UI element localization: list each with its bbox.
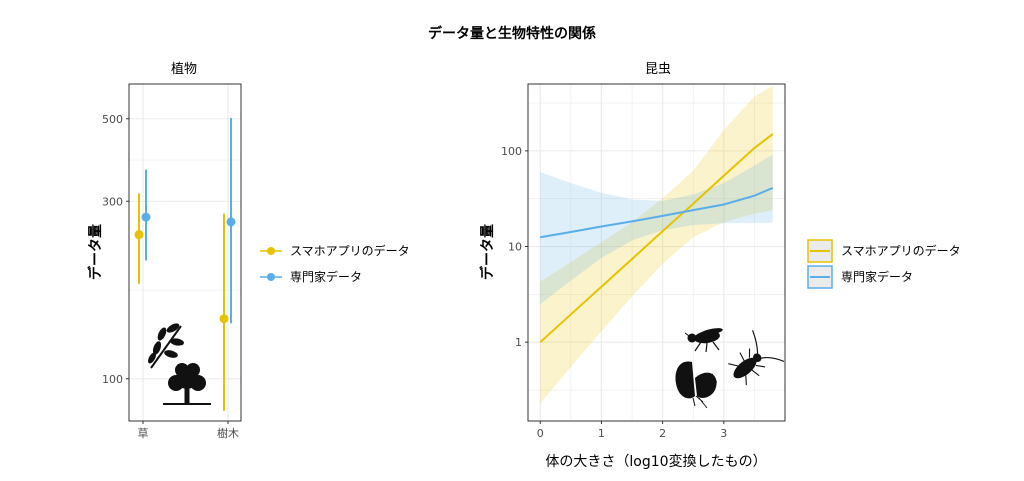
plant-legend: スマホアプリのデータ 専門家データ [260, 243, 410, 284]
plant-panel-title: 植物 [171, 62, 197, 77]
plant-x-ticks: 草 樹木 [138, 421, 239, 440]
legend-item-smartphone-band: スマホアプリのデータ [807, 239, 961, 263]
plant-point-expert-1 [226, 217, 236, 227]
plant-y-axis-label: データ量 [87, 224, 104, 280]
insect-panel-border [527, 83, 786, 422]
plant-silhouettes [148, 323, 211, 405]
leaf-sprig-icon [148, 323, 184, 369]
butterfly-icon [675, 361, 717, 409]
legend-label-smartphone: スマホアプリのデータ [290, 243, 410, 258]
legend-dot-expert [267, 273, 275, 281]
plant-panel: 植物 100 300 500 [87, 62, 242, 440]
insect-x-tick-label: 2 [659, 427, 666, 440]
legend-label-expert: 専門家データ [290, 269, 362, 284]
tree-icon [163, 363, 211, 405]
insect-line-expert [540, 186, 774, 239]
insect-line-smartphone [539, 133, 774, 343]
plant-point-smartphone-1 [219, 314, 229, 324]
fly-icon [684, 328, 723, 353]
insect-band-expert [540, 154, 773, 305]
insect-band-smartphone [540, 85, 773, 404]
plant-y-ticks: 100 300 500 [102, 113, 129, 386]
legend-label-expert-band: 専門家データ [841, 269, 913, 284]
legend-dot-smartphone [267, 247, 275, 255]
plant-x-tick-label: 草 [138, 427, 149, 440]
insect-panel-title: 昆虫 [645, 62, 671, 77]
insect-y-ticks: 1 10 100 [501, 145, 528, 349]
insect-x-tick-label: 1 [598, 427, 605, 440]
legend-item-expert-band: 専門家データ [807, 265, 913, 289]
plant-y-tick-label: 100 [102, 373, 123, 386]
insect-x-tick-label: 3 [720, 427, 727, 440]
insect-confidence-bands [540, 85, 773, 404]
insect-x-ticks: 0 1 2 3 [537, 421, 727, 440]
plant-points [134, 212, 236, 324]
insect-legend: スマホアプリのデータ 専門家データ [807, 239, 961, 289]
plant-point-smartphone-0 [134, 230, 144, 240]
legend-label-smartphone-band: スマホアプリのデータ [841, 243, 961, 258]
plant-y-tick-label: 500 [102, 113, 123, 126]
insect-x-axis-label: 体の大きさ（log10変換したもの） [545, 453, 766, 470]
plant-panel-border [128, 83, 242, 422]
plant-y-tick-label: 300 [102, 195, 123, 208]
insect-y-tick-label: 1 [515, 336, 522, 349]
plant-point-expert-0 [141, 212, 151, 222]
legend-item-expert: 専門家データ [260, 269, 362, 284]
plant-gridlines [129, 84, 241, 421]
insect-y-tick-label: 10 [508, 241, 522, 254]
insect-gridlines [528, 84, 785, 421]
insect-panel: 昆虫 1 10 1 [479, 62, 786, 470]
longhorn-beetle-icon [728, 330, 785, 386]
insect-trend-lines [539, 133, 774, 343]
insect-y-axis-label: データ量 [479, 224, 496, 280]
plant-x-tick-label: 樹木 [217, 427, 239, 440]
insect-x-tick-label: 0 [537, 427, 544, 440]
insect-silhouettes [675, 328, 785, 409]
insect-y-tick-label: 100 [501, 145, 522, 158]
legend-item-smartphone: スマホアプリのデータ [260, 243, 410, 258]
main-title: データ量と生物特性の関係 [428, 25, 596, 42]
